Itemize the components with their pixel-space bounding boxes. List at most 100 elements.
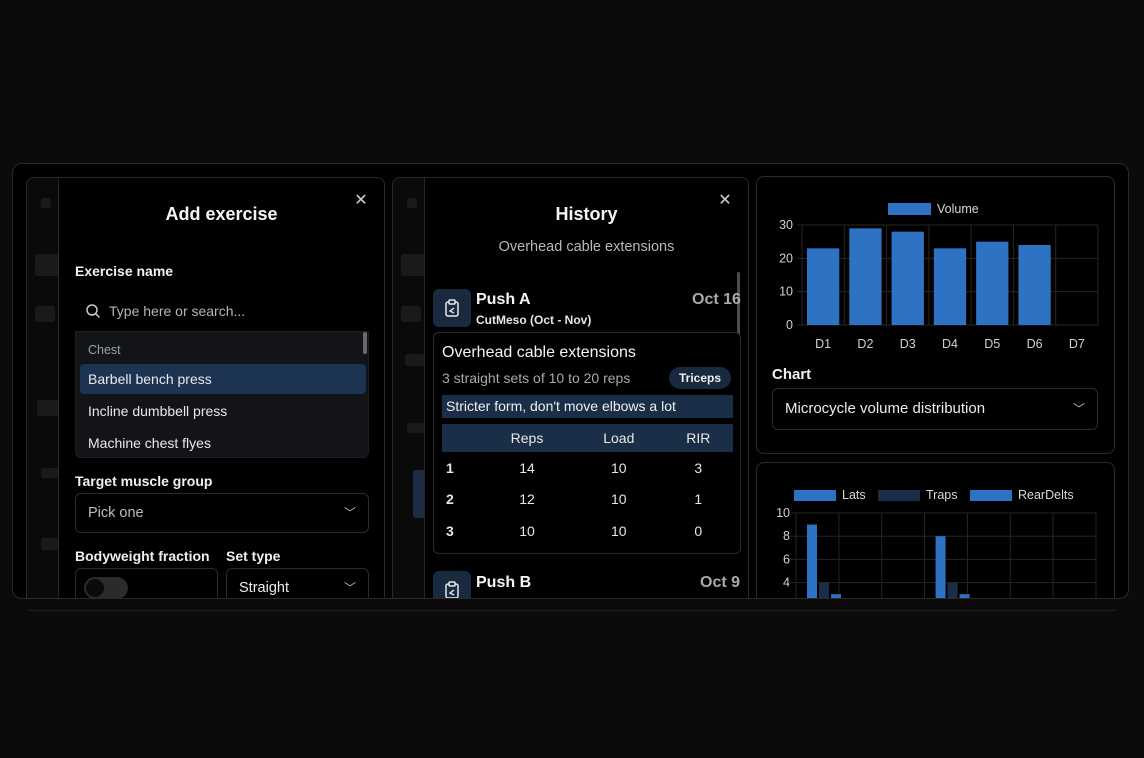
target-muscle-label: Target muscle group xyxy=(75,473,213,489)
y-tick-label: 10 xyxy=(779,285,793,299)
list-item-barbell-bench-press[interactable]: Barbell bench press xyxy=(80,364,366,394)
clipboard-icon[interactable] xyxy=(433,289,471,327)
y-tick-label: 0 xyxy=(786,318,793,332)
background-page xyxy=(393,178,425,598)
dialog-title: History xyxy=(555,204,618,224)
bar-reardelts xyxy=(831,594,841,598)
legend-label-volume: Volume xyxy=(937,202,979,216)
add-exercise-panel: Add exercise ✕ Exercise name Chest Barbe… xyxy=(26,177,385,598)
x-tick-label: D7 xyxy=(1069,337,1085,351)
chevron-down-icon: ﹀ xyxy=(343,506,356,520)
history-scrollbar[interactable] xyxy=(737,272,740,388)
table-row: 3 10 10 0 xyxy=(442,515,733,547)
set-rir: 3 xyxy=(694,459,703,476)
set-number: 2 xyxy=(446,491,454,508)
list-item-machine-chest-flyes[interactable]: Machine chest flyes xyxy=(88,435,211,451)
legend-swatch xyxy=(970,490,1012,501)
bar-d3 xyxy=(891,231,924,325)
history-dialog: History ✕ Overhead cable extensions Push… xyxy=(424,178,748,598)
legend-label-lats: Lats xyxy=(842,488,866,502)
target-muscle-value: Pick one xyxy=(88,505,144,521)
history-entry-card: Overhead cable extensions 3 straight set… xyxy=(433,332,741,554)
search-icon xyxy=(86,304,100,318)
set-reps: 14 xyxy=(519,459,535,476)
workout-name: Push B xyxy=(476,574,532,591)
legend-label-reardelts: RearDelts xyxy=(1018,488,1074,502)
legend-label-traps: Traps xyxy=(926,488,958,502)
app-stage: Add exercise ✕ Exercise name Chest Barbe… xyxy=(12,163,1129,599)
x-tick-label: D5 xyxy=(984,337,1000,351)
column-header-load: Load xyxy=(574,424,664,452)
bar-d5 xyxy=(976,241,1009,325)
set-type-select[interactable]: Straight ﹀ xyxy=(226,568,369,598)
set-load: 10 xyxy=(611,491,627,508)
bar-traps xyxy=(819,582,829,598)
bar-lats xyxy=(935,536,946,598)
workout-date: Oct 16 xyxy=(692,291,741,308)
muscle-chart-panel: 246810LatsTrapsRearDelts xyxy=(756,462,1115,598)
bodyweight-toggle[interactable] xyxy=(84,577,128,598)
column-header xyxy=(442,424,480,452)
x-tick-label: D3 xyxy=(900,337,916,351)
x-tick-label: D4 xyxy=(942,337,958,351)
set-rir: 0 xyxy=(694,522,703,539)
set-type-label: Set type xyxy=(226,548,281,564)
workout-name: Push A xyxy=(476,291,531,308)
y-tick-label: 30 xyxy=(779,218,793,232)
set-load: 10 xyxy=(611,522,627,539)
set-type-value: Straight xyxy=(239,580,289,596)
exercise-search-input[interactable] xyxy=(109,303,349,319)
list-scrollbar[interactable] xyxy=(363,332,367,354)
add-exercise-dialog: Add exercise ✕ Exercise name Chest Barbe… xyxy=(58,178,384,598)
chevron-down-icon: ﹀ xyxy=(1072,402,1085,416)
y-tick-label: 6 xyxy=(783,552,790,566)
volume-chart: 0 10 20 30 D1 D2 D3 D4 D5 D6 D7 Volume xyxy=(779,202,1099,351)
divider xyxy=(28,610,1116,611)
chart-type-value: Microcycle volume distribution xyxy=(785,400,986,417)
entry-exercise-name: Overhead cable extensions xyxy=(442,344,636,361)
table-row: 1 14 10 3 xyxy=(442,452,733,484)
y-tick-label: 4 xyxy=(783,576,790,590)
exercise-search xyxy=(75,291,369,331)
list-group-heading: Chest xyxy=(88,343,121,357)
x-tick-label: D2 xyxy=(857,337,873,351)
bar-d6 xyxy=(1018,245,1051,325)
exercise-name-label: Exercise name xyxy=(75,263,174,279)
bar-reardelts xyxy=(959,594,970,598)
set-rir: 1 xyxy=(694,491,703,508)
close-icon[interactable]: ✕ xyxy=(718,192,732,209)
set-reps: 12 xyxy=(519,491,535,508)
workout-meso: CutMeso (Oct - Nov) xyxy=(476,313,592,327)
legend-swatch xyxy=(794,490,836,501)
legend-swatch xyxy=(888,203,931,215)
chevron-down-icon: ﹀ xyxy=(343,581,356,595)
x-tick-label: D1 xyxy=(815,337,831,351)
set-reps: 10 xyxy=(519,522,535,539)
table-header-row: Reps Load RIR xyxy=(442,424,733,452)
y-tick-label: 10 xyxy=(776,506,790,520)
bodyweight-label: Bodyweight fraction xyxy=(75,548,210,564)
table-row: 2 12 10 1 xyxy=(442,484,733,516)
history-subtitle: Overhead cable extensions xyxy=(498,239,675,255)
chart-type-select[interactable]: Microcycle volume distribution ﹀ xyxy=(772,388,1098,430)
y-tick-label: 20 xyxy=(779,251,793,265)
y-tick-label: 8 xyxy=(783,529,790,543)
bar-traps xyxy=(947,582,958,598)
clipboard-icon[interactable] xyxy=(433,571,471,598)
x-tick-label: D6 xyxy=(1027,337,1043,351)
close-icon[interactable]: ✕ xyxy=(354,192,368,209)
muscle-badge: Triceps xyxy=(669,367,732,389)
chart-label: Chart xyxy=(772,366,812,383)
target-muscle-select[interactable]: Pick one ﹀ xyxy=(75,493,369,533)
muscle-group-chart: 246810LatsTrapsRearDelts xyxy=(776,488,1097,598)
bodyweight-field xyxy=(75,568,218,598)
column-header-reps: Reps xyxy=(480,424,574,452)
bar-lats xyxy=(807,524,817,598)
entry-sets-description: 3 straight sets of 10 to 20 reps xyxy=(442,370,631,386)
bar-d4 xyxy=(933,248,967,325)
column-header-rir: RIR xyxy=(663,424,733,452)
list-item-incline-dumbbell-press[interactable]: Incline dumbbell press xyxy=(88,403,228,419)
set-number: 3 xyxy=(446,522,454,539)
sets-table: Reps Load RIR 1 14 10 3 2 xyxy=(442,424,733,547)
legend-swatch xyxy=(878,490,920,501)
